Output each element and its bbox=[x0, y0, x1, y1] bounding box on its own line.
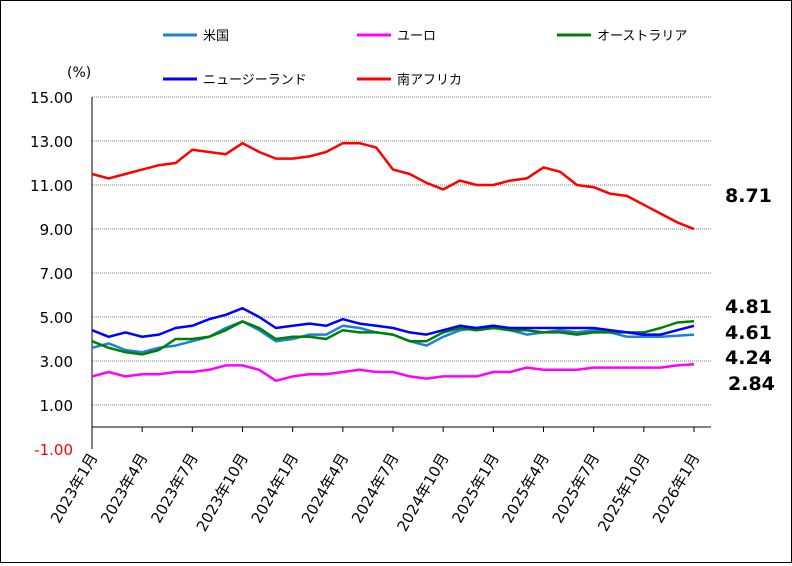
x-tick-label: 2025年1月 bbox=[448, 450, 502, 526]
x-tick-label: 2023年1月 bbox=[47, 450, 101, 526]
end-value-label: 4.81 bbox=[725, 296, 772, 318]
series-line-5 bbox=[91, 141, 695, 231]
series-line-4 bbox=[91, 306, 695, 339]
x-tick-label: 2025年7月 bbox=[549, 450, 603, 526]
y-tick-label: 3.00 bbox=[40, 353, 73, 371]
x-tick-label: 2023年10月 bbox=[193, 450, 252, 535]
y-tick-label: 13.00 bbox=[30, 133, 73, 151]
end-value-label: 4.24 bbox=[725, 347, 772, 369]
y-tick-label: 7.00 bbox=[40, 265, 73, 283]
series-line-2 bbox=[91, 363, 695, 383]
legend-label: ユーロ bbox=[397, 29, 436, 44]
end-value-label: 8.71 bbox=[725, 185, 772, 207]
y-tick-label: 11.00 bbox=[30, 177, 73, 195]
x-tick-label: 2025年4月 bbox=[499, 450, 553, 526]
legend-label: 米国 bbox=[203, 29, 229, 44]
end-value-label: 2.84 bbox=[728, 373, 775, 395]
x-tick-label: 2024年7月 bbox=[348, 450, 402, 526]
end-value-label: 4.61 bbox=[725, 322, 772, 344]
y-tick-label: 5.00 bbox=[40, 309, 73, 327]
x-tick-label: 2023年4月 bbox=[97, 450, 151, 526]
x-tick-label: 2026年1月 bbox=[649, 450, 703, 526]
legend-label: 南アフリカ bbox=[397, 72, 462, 88]
legend-label: ニュージーランド bbox=[203, 73, 307, 88]
series-line-3 bbox=[91, 319, 695, 356]
y-tick-label: 1.00 bbox=[40, 397, 73, 415]
legend-label: オーストラリア bbox=[597, 29, 687, 44]
x-tick-label: 2023年7月 bbox=[147, 450, 201, 526]
x-tick-label: 2024年4月 bbox=[298, 450, 352, 526]
x-tick-label: 2024年1月 bbox=[248, 450, 302, 526]
x-tick-label: 2024年10月 bbox=[393, 450, 452, 535]
x-tick-label: 2025年10月 bbox=[594, 450, 653, 535]
y-tick-label: 9.00 bbox=[40, 221, 73, 239]
y-axis-unit: (%) bbox=[67, 65, 91, 81]
y-tick-label: -1.00 bbox=[34, 441, 73, 459]
y-tick-label: 15.00 bbox=[30, 89, 73, 107]
